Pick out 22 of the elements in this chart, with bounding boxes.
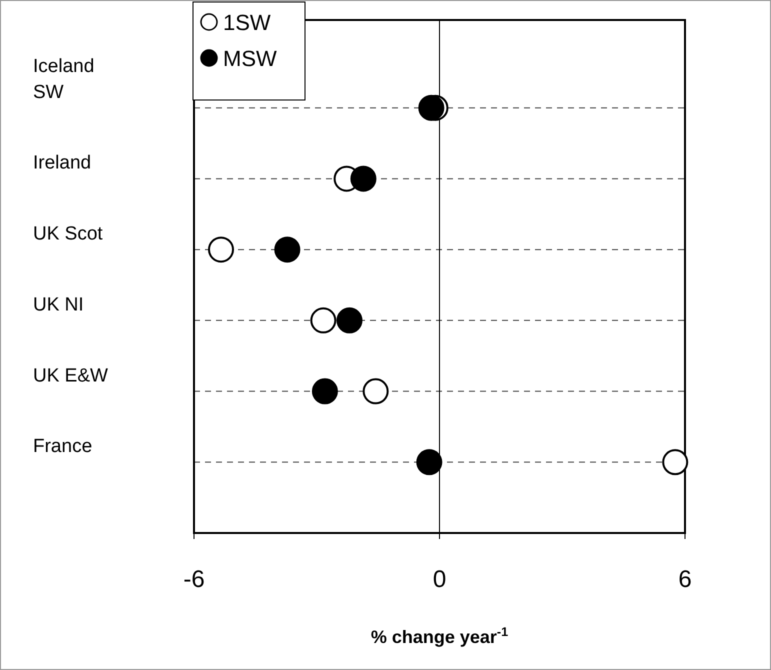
y-tick-label: France bbox=[33, 436, 92, 458]
point bbox=[336, 307, 362, 334]
point bbox=[274, 236, 300, 263]
point bbox=[350, 166, 376, 192]
y-tick-label: UK Scot bbox=[33, 224, 104, 245]
y-tick-label: Iceland SW bbox=[33, 56, 94, 103]
legend-label: 1SW bbox=[223, 10, 271, 35]
y-tick-label: UK E&W bbox=[33, 365, 108, 386]
x-tick-label: 0 bbox=[432, 566, 446, 593]
point bbox=[662, 449, 688, 476]
legend-label: MSW bbox=[223, 46, 277, 71]
y-tick-label: UK NI bbox=[33, 294, 84, 316]
point bbox=[208, 236, 234, 263]
point bbox=[310, 307, 336, 334]
point bbox=[312, 378, 338, 404]
point bbox=[418, 94, 444, 121]
x-axis-title: % change year$^{-1}$ bbox=[370, 625, 508, 647]
x-tick-label: -6 bbox=[183, 566, 205, 593]
y-tick-label: Ireland bbox=[33, 152, 92, 174]
x-tick-label: 6 bbox=[678, 566, 692, 593]
point bbox=[416, 449, 442, 476]
point bbox=[362, 378, 389, 404]
